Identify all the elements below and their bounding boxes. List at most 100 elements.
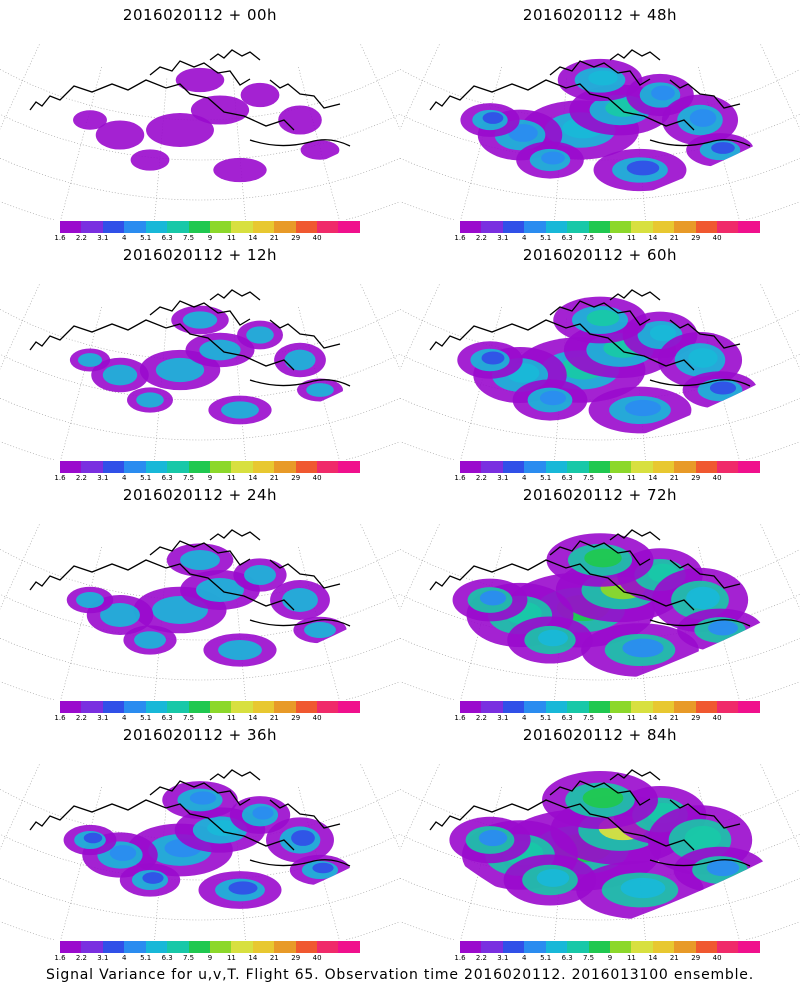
colorbar-label: 3.1 [497,954,509,962]
colorbar-label: 14 [248,474,258,482]
colorbar-swatch [102,221,125,233]
map-panel: 2016020112 + 12h 1.6 2.2 3.1 4 5.1 6.3 7.5 9 11 14… [0,240,400,482]
colorbar-swatch [674,701,696,713]
colorbar-label: 9 [207,474,213,482]
colorbar-label: 6.3 [561,954,573,962]
colorbar-label: 7.5 [582,714,595,722]
colorbar-labels: 1.6 2.2 3.1 4 5.1 6.3 7.5 9 11 14 21 29 40 [454,234,760,244]
colorbar-swatch [252,941,275,953]
colorbar-label: 21 [269,234,279,242]
colorbar-label: 21 [269,714,279,722]
map-panel: 2016020112 + 48h 1.6 2.2 3.1 4 5.1 6.3 7.5 9 11 14… [400,0,800,242]
colorbar-label: 5.1 [140,234,152,242]
colorbar-label: 5.1 [140,714,152,722]
panel-title: 2016020112 + 12h [122,246,278,264]
colorbar-label: 11 [226,954,236,962]
colorbar-swatch [295,701,318,713]
colorbar [60,461,360,473]
colorbar-label: 4 [122,714,127,722]
colorbar-swatch [124,941,146,953]
coastline [429,769,751,867]
colorbar-swatch [502,701,525,713]
colorbar-label: 6.3 [561,714,573,722]
colorbar-label: 1.6 [54,234,66,242]
colorbar-swatch [717,941,739,953]
colorbar-labels: 1.6 2.2 3.1 4 5.1 6.3 7.5 9 11 14 21 29 40 [454,474,760,484]
panel-title: 2016020112 + 72h [522,486,678,504]
colorbar-swatch [209,941,232,953]
colorbar-swatch [674,221,696,233]
colorbar-swatch [274,941,296,953]
panel-title: 2016020112 + 00h [122,6,278,24]
colorbar-swatch [188,701,210,713]
variance-field [73,67,340,183]
colorbar-swatch [231,461,253,473]
colorbar-label: 14 [648,714,658,722]
colorbar-label: 14 [648,234,658,242]
colorbar-swatch [695,461,718,473]
colorbar-label: 4 [122,954,127,962]
colorbar-label: 2.2 [475,474,487,482]
colorbar-swatch [188,461,210,473]
colorbar-swatch [274,221,296,233]
colorbar-label: 4 [122,474,127,482]
colorbar-swatch [481,941,503,953]
colorbar-swatch [738,221,760,233]
colorbar-swatch [631,941,653,953]
colorbar-swatch [167,461,189,473]
colorbar-label: 7.5 [182,474,195,482]
colorbar-swatch [124,461,146,473]
colorbar [60,941,360,953]
colorbar-swatch [460,941,482,953]
colorbar-swatch [188,941,210,953]
colorbar-label: 11 [226,474,236,482]
map-panel: 2016020112 + 72h 1.6 2.2 3.1 4 5.1 6.3 7.5 9 11 14… [400,480,800,722]
colorbar-label: 9 [607,474,613,482]
colorbar-swatch [524,461,546,473]
colorbar-swatch [460,701,482,713]
coastline [29,289,351,387]
colorbar-swatch [588,221,610,233]
coastline [429,49,751,147]
colorbar-swatch [545,221,568,233]
colorbar-swatch [545,941,568,953]
variance-field [66,543,347,667]
colorbar-label: 9 [207,954,213,962]
colorbar-label: 29 [291,954,301,962]
colorbar-label: 6.3 [161,714,173,722]
forecast-map [0,764,400,940]
colorbar-swatch [502,221,525,233]
colorbar-swatch [695,701,718,713]
colorbar-swatch [317,221,339,233]
colorbar-label: 29 [291,714,301,722]
colorbar-swatch [545,701,568,713]
colorbar-swatch [674,461,696,473]
colorbar-label: 3.1 [97,234,109,242]
colorbar-swatch [631,221,653,233]
colorbar-swatch [609,941,632,953]
colorbar-label: 2.2 [75,954,87,962]
colorbar-label: 21 [669,234,679,242]
colorbar-swatch [738,461,760,473]
colorbar-swatch [652,941,675,953]
variance-field [63,781,351,909]
colorbar-swatch [502,461,525,473]
colorbar-swatch [631,701,653,713]
colorbar-swatch [631,461,653,473]
colorbar-labels: 1.6 2.2 3.1 4 5.1 6.3 7.5 9 11 14 21 29 40 [54,714,360,724]
colorbar-swatch [231,701,253,713]
variance-field [449,771,767,919]
colorbar-label: 21 [669,954,679,962]
map-panel: 2016020112 + 36h 1.6 2.2 3.1 4 5.1 6.3 7.5 9 11 14… [0,720,400,962]
colorbar-swatch [317,701,339,713]
colorbar-swatch [145,941,168,953]
colorbar-label: 40 [712,954,722,962]
forecast-map [400,524,800,700]
colorbar-swatch [717,221,739,233]
colorbar-swatch [524,221,546,233]
colorbar-label: 7.5 [182,234,195,242]
colorbar-label: 4 [122,234,127,242]
colorbar-swatch [209,701,232,713]
map-panel: 2016020112 + 84h 1.6 2.2 3.1 4 5.1 6.3 7.5 9 11 14… [400,720,800,962]
colorbar-swatch [167,941,189,953]
